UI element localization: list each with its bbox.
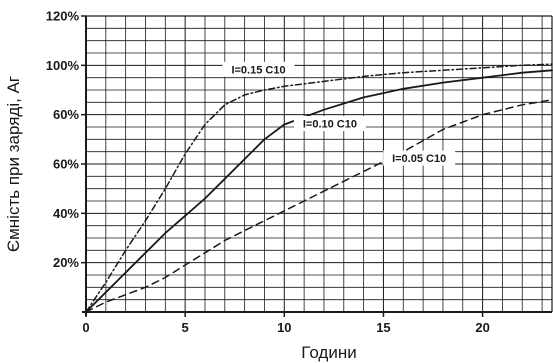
y-tick-label: 100% [46, 58, 80, 73]
x-tick-label: 20 [475, 320, 489, 335]
annotation-background-2 [293, 116, 366, 132]
y-tick-label: 60% [53, 107, 79, 122]
x-tick-label: 10 [277, 320, 291, 335]
annotation-label-3: I=0.05 C10 [392, 153, 446, 165]
annotation-label-2: I=0.10 C10 [303, 119, 357, 131]
y-tick-label: 120% [46, 9, 80, 24]
y-tick-label: 20% [53, 255, 79, 270]
series-line-2 [85, 69, 553, 313]
x-tick-label: 5 [182, 320, 189, 335]
annotation-background-1 [222, 61, 295, 77]
x-tick-label: 15 [376, 320, 390, 335]
y-axis-title: Ємність при заряді, Аг [4, 76, 23, 252]
series-line-3 [85, 99, 553, 313]
series-line-1 [85, 63, 553, 313]
y-tick-label: 60% [53, 157, 79, 172]
annotation-background-3 [383, 150, 456, 166]
x-axis-title: Години [301, 343, 356, 362]
annotation-label-1: I=0.15 C10 [231, 64, 285, 76]
x-tick-label: 0 [82, 320, 89, 335]
y-tick-label: 40% [53, 206, 79, 221]
